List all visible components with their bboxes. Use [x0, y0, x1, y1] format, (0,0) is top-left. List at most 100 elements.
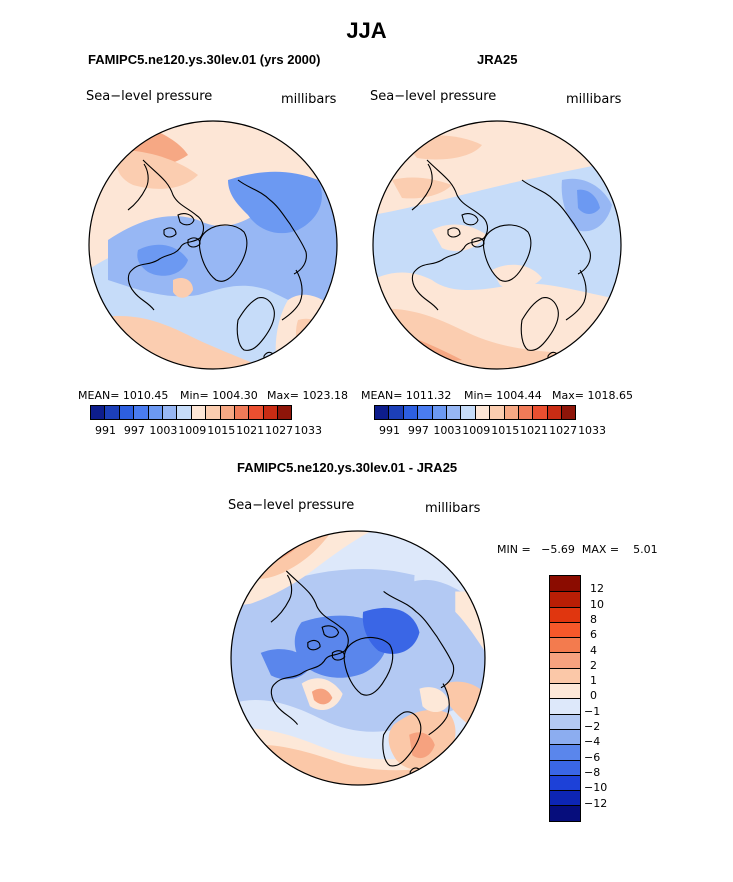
panel2-colorbar-tick-label: 1033 [578, 424, 607, 437]
panel1-colorbar-swatch [176, 405, 192, 420]
panel2-colorbar-tick-label: 1021 [520, 424, 549, 437]
panel2-colorbar-tick-label: 991 [378, 424, 400, 437]
diff-colorbar-tick-label: 4 [590, 643, 597, 657]
diff-map [230, 530, 486, 786]
coastline [237, 179, 307, 275]
diff-colorbar-swatch [550, 805, 580, 821]
diff-colorbar [549, 575, 581, 822]
map-border [372, 120, 622, 370]
coastlines [411, 159, 591, 364]
coastline [127, 163, 149, 211]
coastline [177, 213, 195, 226]
pressure-contour-fill [362, 607, 420, 654]
panel1-max: Max= 1023.18 [267, 389, 348, 402]
panel2-field-label: Sea−level pressure [370, 89, 497, 104]
pressure-contour-fill [260, 649, 312, 680]
coastline [270, 574, 293, 623]
coastline [521, 179, 591, 275]
diff-colorbar-tick-label: 0 [590, 689, 597, 703]
panel1-colorbar-swatch [90, 405, 106, 420]
pressure-contour-fill [295, 318, 337, 369]
diff-colorbar-swatch [550, 698, 580, 714]
panel1-colorbar-tick-label: 1003 [149, 424, 178, 437]
diff-colorbar-swatch [550, 790, 580, 806]
coastline [198, 224, 248, 282]
panel1-colorbar-swatch [248, 405, 264, 420]
pressure-contour-fill [116, 150, 198, 189]
panel2-colorbar-swatch [431, 405, 447, 420]
panel1-units-label: millibars [281, 92, 337, 107]
diff-colorbar-tick-label: 8 [590, 612, 597, 626]
panel1-colorbar-swatch [147, 405, 163, 420]
panel2-colorbar-swatch [417, 405, 433, 420]
diff-colorbar-swatch [550, 774, 580, 791]
coastline [447, 227, 461, 238]
coastline [163, 227, 177, 238]
diff-colorbar-swatch [550, 652, 580, 668]
coastline [127, 159, 205, 311]
diff-colorbar-tick-label: −12 [584, 796, 608, 810]
panel1-colorbar-swatch [118, 405, 135, 420]
panel1-colorbar-swatch [133, 405, 149, 420]
coastline [565, 269, 587, 321]
coastline [428, 683, 450, 736]
pressure-contour-fill [228, 171, 322, 234]
coastline [382, 711, 422, 767]
coastline [236, 297, 275, 351]
panel2-colorbar-swatch [503, 405, 519, 420]
panel1-colorbar-tick-label: 1021 [236, 424, 265, 437]
diff-colorbar-swatch [550, 606, 580, 622]
panel2-colorbar [374, 405, 577, 420]
diff-field-label: Sea−level pressure [228, 498, 355, 513]
coastline [471, 237, 485, 248]
diff-colorbar-swatch [550, 621, 580, 638]
diff-minmax: MIN = −5.69 MAX = 5.01 [497, 543, 658, 556]
coastline [411, 159, 489, 311]
main-title: JJA [346, 18, 387, 43]
diff-colorbar-tick-label: −2 [584, 720, 601, 733]
pressure-contour-fill [275, 294, 337, 369]
coastline [461, 213, 479, 226]
diff-colorbar-tick-label: 1 [590, 674, 597, 688]
diff-colorbar-tick-label: −1 [584, 704, 601, 718]
panel2-colorbar-swatch [460, 405, 476, 420]
panel1-colorbar-swatch [161, 405, 178, 420]
coastline [411, 163, 433, 211]
panel1-colorbar-tick-label: 991 [94, 424, 116, 437]
diff-colorbar-tick-label: 12 [590, 582, 604, 596]
panel1-colorbar-tick-label: 1009 [178, 424, 207, 437]
coastline [187, 237, 201, 248]
pressure-contour-fill [419, 687, 450, 713]
panel1-colorbar-tick-label: 997 [123, 424, 145, 437]
pressure-contour-fill [311, 688, 333, 705]
diff-colorbar-swatch [550, 759, 580, 775]
panel2-colorbar-swatch [546, 405, 563, 420]
panel1-colorbar-swatch [205, 405, 221, 420]
panel2-colorbar-swatch [474, 405, 491, 420]
panel2-colorbar-swatch [388, 405, 404, 420]
diff-colorbar-tick-label: −8 [584, 765, 601, 779]
panel1-colorbar-swatch [104, 405, 120, 420]
diff-units-label: millibars [425, 501, 481, 516]
diff-colorbar-tick-label: −4 [584, 735, 601, 749]
panel1-title: FAMIPC5.ne120.ys.30lev.01 (yrs 2000) [88, 52, 321, 67]
diff-colorbar-swatch [550, 591, 580, 607]
panel1-min: Min= 1004.30 [180, 389, 258, 402]
coastline [270, 570, 349, 725]
diff-colorbar-tick-label: −10 [584, 781, 608, 795]
panel1-map [88, 120, 338, 370]
pressure-contour-fill [294, 615, 388, 678]
pressure-contour-fill [392, 177, 452, 199]
panel1-mean: MEAN= 1010.45 [78, 389, 169, 402]
coastline [321, 625, 340, 638]
panel1-colorbar-swatch [190, 405, 207, 420]
panel1-colorbar-swatch [262, 405, 279, 420]
panel2-colorbar-swatch [374, 405, 390, 420]
panel1-colorbar-swatch [219, 405, 235, 420]
panel2-map [372, 120, 622, 370]
coastline [307, 639, 321, 651]
map-border [88, 120, 338, 370]
diff-colorbar-swatch [550, 713, 580, 729]
coastline [383, 591, 455, 689]
panel1-colorbar [90, 405, 293, 420]
